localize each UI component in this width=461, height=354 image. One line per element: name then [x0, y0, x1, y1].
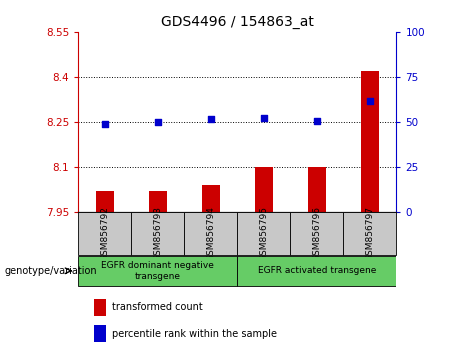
Point: [260, 115, 267, 120]
Text: GSM856795: GSM856795: [260, 206, 268, 261]
Point: [101, 121, 109, 126]
Bar: [254, 167, 273, 212]
FancyBboxPatch shape: [78, 256, 237, 286]
Text: genotype/variation: genotype/variation: [5, 266, 97, 276]
Text: EGFR activated transgene: EGFR activated transgene: [258, 266, 376, 275]
Text: transformed count: transformed count: [112, 302, 203, 312]
Bar: [201, 185, 220, 212]
Point: [313, 118, 320, 124]
FancyBboxPatch shape: [78, 212, 131, 255]
Point: [207, 116, 214, 122]
FancyBboxPatch shape: [237, 212, 290, 255]
Point: [366, 98, 373, 104]
Bar: [307, 167, 326, 212]
FancyBboxPatch shape: [237, 256, 396, 286]
Point: [154, 119, 162, 124]
Text: GSM856796: GSM856796: [313, 206, 321, 261]
Title: GDS4496 / 154863_at: GDS4496 / 154863_at: [161, 16, 314, 29]
Text: percentile rank within the sample: percentile rank within the sample: [112, 329, 278, 339]
FancyBboxPatch shape: [343, 212, 396, 255]
FancyBboxPatch shape: [131, 212, 184, 255]
Text: EGFR dominant negative
transgene: EGFR dominant negative transgene: [101, 261, 214, 280]
Text: GSM856792: GSM856792: [100, 206, 109, 261]
Text: GSM856794: GSM856794: [207, 206, 215, 261]
Text: GSM856793: GSM856793: [154, 206, 162, 261]
Bar: [361, 71, 379, 212]
Bar: [94, 325, 106, 342]
Bar: [148, 192, 167, 212]
FancyBboxPatch shape: [290, 212, 343, 255]
Text: GSM856797: GSM856797: [366, 206, 374, 261]
Bar: [94, 299, 106, 315]
FancyBboxPatch shape: [184, 212, 237, 255]
Bar: [95, 192, 114, 212]
